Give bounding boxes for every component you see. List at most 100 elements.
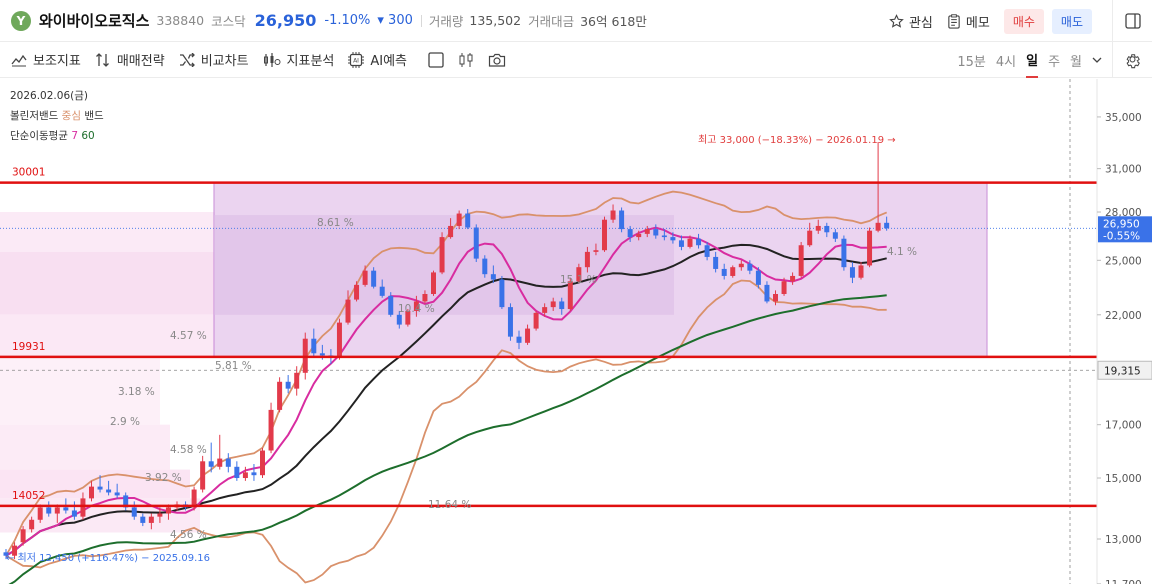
- chart-canvas[interactable]: 30001 19931 14052 8.61 % 4.57 % 5.81 % 3.18 % 2…: [0, 79, 1152, 584]
- ai-predict-button[interactable]: AI AI예측: [348, 50, 407, 69]
- candle-body: [567, 281, 573, 310]
- percent-label: 15.1 %: [560, 274, 597, 286]
- candle-body: [97, 486, 103, 490]
- candle-body: [54, 507, 60, 514]
- candle-body: [790, 275, 796, 282]
- percent-label: 3.92 %: [145, 472, 182, 484]
- percent-label: 4.56 %: [170, 529, 207, 541]
- ma60-line: [8, 294, 887, 584]
- legend-bollinger-center: 중심: [61, 110, 81, 122]
- bollinger-upper-line: [5, 190, 888, 557]
- candle-body: [602, 219, 607, 251]
- candle-body: [841, 238, 847, 268]
- analysis-icon: [263, 52, 281, 67]
- candle-body: [550, 301, 556, 308]
- candle-body: [713, 256, 719, 269]
- candle-body: [781, 281, 787, 295]
- candle-body: [37, 507, 43, 520]
- period-4hour[interactable]: 4시: [995, 54, 1017, 70]
- candle-body: [807, 230, 813, 246]
- period-month[interactable]: 월: [1070, 54, 1082, 70]
- candle-body: [867, 230, 873, 266]
- chart-settings-button[interactable]: [1112, 42, 1152, 78]
- candle-body: [448, 225, 454, 238]
- bollinger-center-line: [5, 243, 887, 557]
- candle-body: [260, 450, 265, 476]
- candle-body: [431, 272, 436, 295]
- strategy-label: 매매전략: [116, 54, 165, 69]
- sell-button[interactable]: 매도: [1051, 8, 1092, 34]
- strategy-button[interactable]: 매매전략: [95, 50, 165, 69]
- candle-body: [354, 284, 360, 300]
- candle-body: [593, 250, 599, 252]
- candle-body: [200, 461, 206, 490]
- candle-body: [294, 372, 300, 389]
- period-week[interactable]: 주: [1048, 54, 1061, 70]
- sort-arrows-icon: [95, 52, 109, 67]
- candle-body: [106, 489, 112, 493]
- side-panel-toggle[interactable]: [1112, 0, 1152, 42]
- stock-header: Y 와이바이오로직스 338840 코스닥 26,950 -1.10% ▾ 30…: [0, 0, 1152, 42]
- candle-body: [456, 213, 462, 226]
- candle-body: [29, 519, 35, 530]
- panel-icon: [1124, 13, 1141, 29]
- stock-logo-icon: Y: [11, 10, 31, 31]
- candle-body: [439, 237, 445, 273]
- stock-name[interactable]: 와이바이오로직스: [39, 12, 150, 30]
- current-price: 26,950: [254, 11, 317, 30]
- candle-body: [140, 516, 146, 523]
- ai-predict-label: AI예측: [370, 54, 408, 69]
- crosshair-price-value: 19,315: [1104, 365, 1141, 377]
- indicator-button[interactable]: 보조지표: [11, 50, 81, 69]
- y-axis-label: 22,000: [1105, 310, 1142, 322]
- y-axis-label: 35,000: [1105, 112, 1142, 124]
- y-axis-label: 28,000: [1105, 207, 1142, 219]
- candle-body: [311, 338, 317, 354]
- buy-button[interactable]: 매수: [1003, 8, 1044, 34]
- period-15min[interactable]: 15분: [957, 54, 986, 70]
- candle-body: [12, 545, 18, 556]
- candle-body: [670, 237, 676, 241]
- candle-body: [277, 381, 283, 410]
- candle-body: [636, 233, 642, 238]
- percent-label: 2.9 %: [110, 416, 140, 428]
- amount-value: 36억 618만: [580, 14, 647, 29]
- price-chart[interactable]: 30001 19931 14052 8.61 % 4.57 % 5.81 % 3.18 % 2…: [0, 79, 1152, 584]
- candle-body: [824, 225, 830, 233]
- candle-type-button[interactable]: [458, 52, 474, 68]
- candle-body: [362, 270, 368, 285]
- period-selector: 15분 4시 일 주 월: [957, 42, 1152, 78]
- period-more-dropdown[interactable]: [1092, 42, 1102, 78]
- candle-body: [157, 513, 163, 517]
- volume-profile-bar: [0, 314, 215, 357]
- candle-body: [499, 279, 505, 308]
- compare-label: 비교차트: [200, 54, 249, 69]
- y-axis-label: 13,000: [1105, 534, 1142, 546]
- high-annotation: 최고 33,000 (−18.33%) − 2026.01.19 →: [698, 134, 896, 146]
- percent-label: 10.4 %: [398, 303, 435, 315]
- memo-label: 메모: [965, 15, 990, 31]
- candle-body: [764, 284, 770, 302]
- period-day[interactable]: 일: [1026, 42, 1039, 78]
- candle-body: [849, 267, 855, 278]
- candle-body: [413, 301, 419, 311]
- analysis-button[interactable]: 지표분석: [263, 50, 334, 69]
- candle-body: [696, 238, 702, 246]
- ai-chip-icon: AI: [348, 51, 365, 68]
- candle-body: [405, 310, 411, 325]
- screenshot-button[interactable]: [488, 52, 506, 68]
- candle-body: [251, 472, 257, 476]
- candle-body: [755, 270, 761, 285]
- candle-body: [773, 294, 778, 302]
- shuffle-icon: [179, 52, 195, 67]
- compare-button[interactable]: 비교차트: [179, 50, 249, 69]
- chart-type-square-button[interactable]: [428, 51, 444, 68]
- candle-body: [858, 265, 864, 278]
- candle-body: [644, 229, 650, 234]
- candle-body: [884, 222, 890, 229]
- legend-ma: 단순이동평균 7 60: [10, 128, 95, 143]
- current-price-tag-value: 26,950: [1103, 218, 1140, 230]
- candle-body: [730, 267, 736, 276]
- memo-button[interactable]: 메모: [947, 12, 990, 31]
- watch-button[interactable]: 관심: [889, 12, 933, 31]
